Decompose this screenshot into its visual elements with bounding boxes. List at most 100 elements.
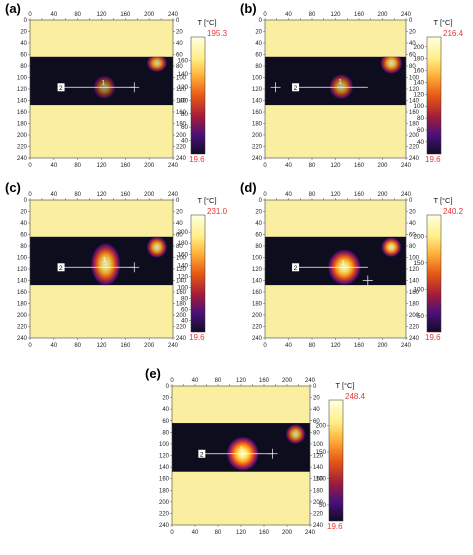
right-tick-label: 240: [176, 336, 187, 342]
colorbar-tick-label: 200: [413, 233, 424, 240]
right-tick-label: 140: [176, 99, 187, 105]
right-tick-label: 140: [409, 279, 420, 285]
right-tick-label: 240: [313, 523, 324, 529]
right-tick-label: 20: [176, 30, 183, 36]
line-label: 2: [294, 265, 298, 272]
top-tick-label: 200: [282, 378, 293, 384]
right-tick-label: 0: [176, 18, 180, 24]
top-tick-label: 120: [96, 192, 107, 198]
main-hot-spot: [329, 73, 354, 100]
panel-label: (e): [145, 366, 161, 381]
right-tick-label: 20: [313, 396, 320, 402]
right-tick-label: 180: [313, 488, 324, 494]
left-tick-label: 120: [159, 454, 170, 460]
right-tick-label: 200: [313, 500, 324, 506]
left-tick-label: 200: [17, 313, 28, 319]
bottom-tick-label: 240: [401, 163, 412, 169]
top-tick-label: 200: [144, 192, 155, 198]
left-tick-label: 160: [159, 477, 170, 483]
colorbar-tick-label: 100: [315, 475, 326, 482]
right-tick-label: 60: [409, 53, 416, 59]
colorbar-tick-label: 60: [417, 127, 425, 134]
colorbar: T [°C] 240.2 19.6 200 150 100 50: [413, 196, 463, 342]
left-tick-label: 240: [17, 156, 28, 162]
spot-marker-label: 1: [103, 257, 107, 263]
line-label: 2: [294, 85, 298, 92]
left-tick-label: 200: [17, 133, 28, 139]
left-tick-label: 220: [252, 145, 263, 151]
right-tick-label: 140: [409, 99, 420, 105]
colorbar-tick-label: 150: [413, 260, 424, 267]
panel-label: (a): [5, 1, 21, 16]
right-tick-label: 80: [313, 430, 320, 436]
right-tick-label: 100: [409, 76, 420, 82]
left-tick-label: 200: [252, 313, 263, 319]
bottom-tick-label: 40: [285, 163, 292, 169]
right-tick-label: 80: [176, 64, 183, 70]
spot-marker-label: 1: [341, 260, 345, 266]
right-tick-label: 40: [176, 221, 183, 227]
colorbar-min: 19.6: [327, 522, 343, 531]
colorbar-tick-label: 80: [181, 111, 189, 118]
bottom-tick-label: 120: [330, 163, 341, 169]
left-tick-label: 120: [17, 87, 28, 93]
top-tick-label: 160: [259, 378, 270, 384]
bottom-tick-label: 120: [96, 163, 107, 169]
colorbar-tick-label: 40: [181, 318, 189, 325]
colorbar-tick-label: 180: [177, 240, 188, 247]
left-tick-label: 240: [17, 336, 28, 342]
right-tick-label: 0: [176, 198, 180, 204]
secondary-hot-spot: [146, 236, 168, 259]
right-tick-label: 80: [176, 244, 183, 250]
right-tick-label: 160: [176, 110, 187, 116]
secondary-hot-spot: [380, 237, 402, 258]
top-tick-label: 0: [263, 192, 267, 198]
top-tick-label: 240: [401, 192, 412, 198]
left-tick-label: 220: [159, 511, 170, 517]
left-tick-label: 60: [255, 53, 262, 59]
colorbar-max: 216.4: [443, 29, 464, 38]
panel-label: (b): [240, 1, 257, 16]
bottom-tick-label: 200: [377, 343, 388, 349]
top-tick-label: 200: [377, 192, 388, 198]
left-tick-label: 40: [20, 221, 27, 227]
colorbar-unit: T [°C]: [197, 18, 216, 27]
bottom-tick-label: 80: [309, 343, 316, 349]
bottom-tick-label: 160: [120, 343, 131, 349]
left-tick-label: 0: [259, 18, 263, 24]
colorbar-max: 240.2: [443, 207, 464, 216]
right-tick-label: 80: [409, 244, 416, 250]
colorbar-max: 248.4: [345, 392, 366, 401]
left-tick-label: 0: [24, 198, 28, 204]
colorbar-tick-label: 50: [417, 313, 425, 320]
line-label: 2: [59, 265, 63, 272]
colorbar-tick-label: 100: [177, 285, 188, 292]
line-label: 2: [200, 451, 204, 458]
colorbar-scale: [426, 214, 442, 333]
left-tick-label: 60: [255, 233, 262, 239]
top-tick-label: 240: [168, 192, 179, 198]
right-tick-label: 160: [313, 477, 324, 483]
top-tick-label: 120: [330, 192, 341, 198]
colorbar-scale: [190, 214, 206, 333]
colorbar-scale: [190, 36, 206, 155]
bottom-tick-label: 0: [170, 530, 174, 536]
bottom-tick-label: 240: [168, 163, 179, 169]
top-tick-label: 40: [50, 192, 57, 198]
panel-label: (c): [5, 180, 21, 195]
top-tick-label: 40: [285, 192, 292, 198]
left-tick-label: 0: [259, 198, 263, 204]
bottom-tick-label: 240: [305, 530, 316, 536]
top-tick-label: 0: [263, 12, 267, 18]
panel-label: (d): [240, 180, 257, 195]
colorbar-tick-label: 100: [413, 286, 424, 293]
right-tick-label: 120: [313, 454, 324, 460]
colorbar-tick-label: 200: [177, 229, 188, 236]
left-tick-label: 140: [17, 279, 28, 285]
colorbar-tick-label: 180: [413, 56, 424, 63]
bottom-tick-label: 0: [28, 343, 32, 349]
hot-spots: [329, 56, 403, 100]
